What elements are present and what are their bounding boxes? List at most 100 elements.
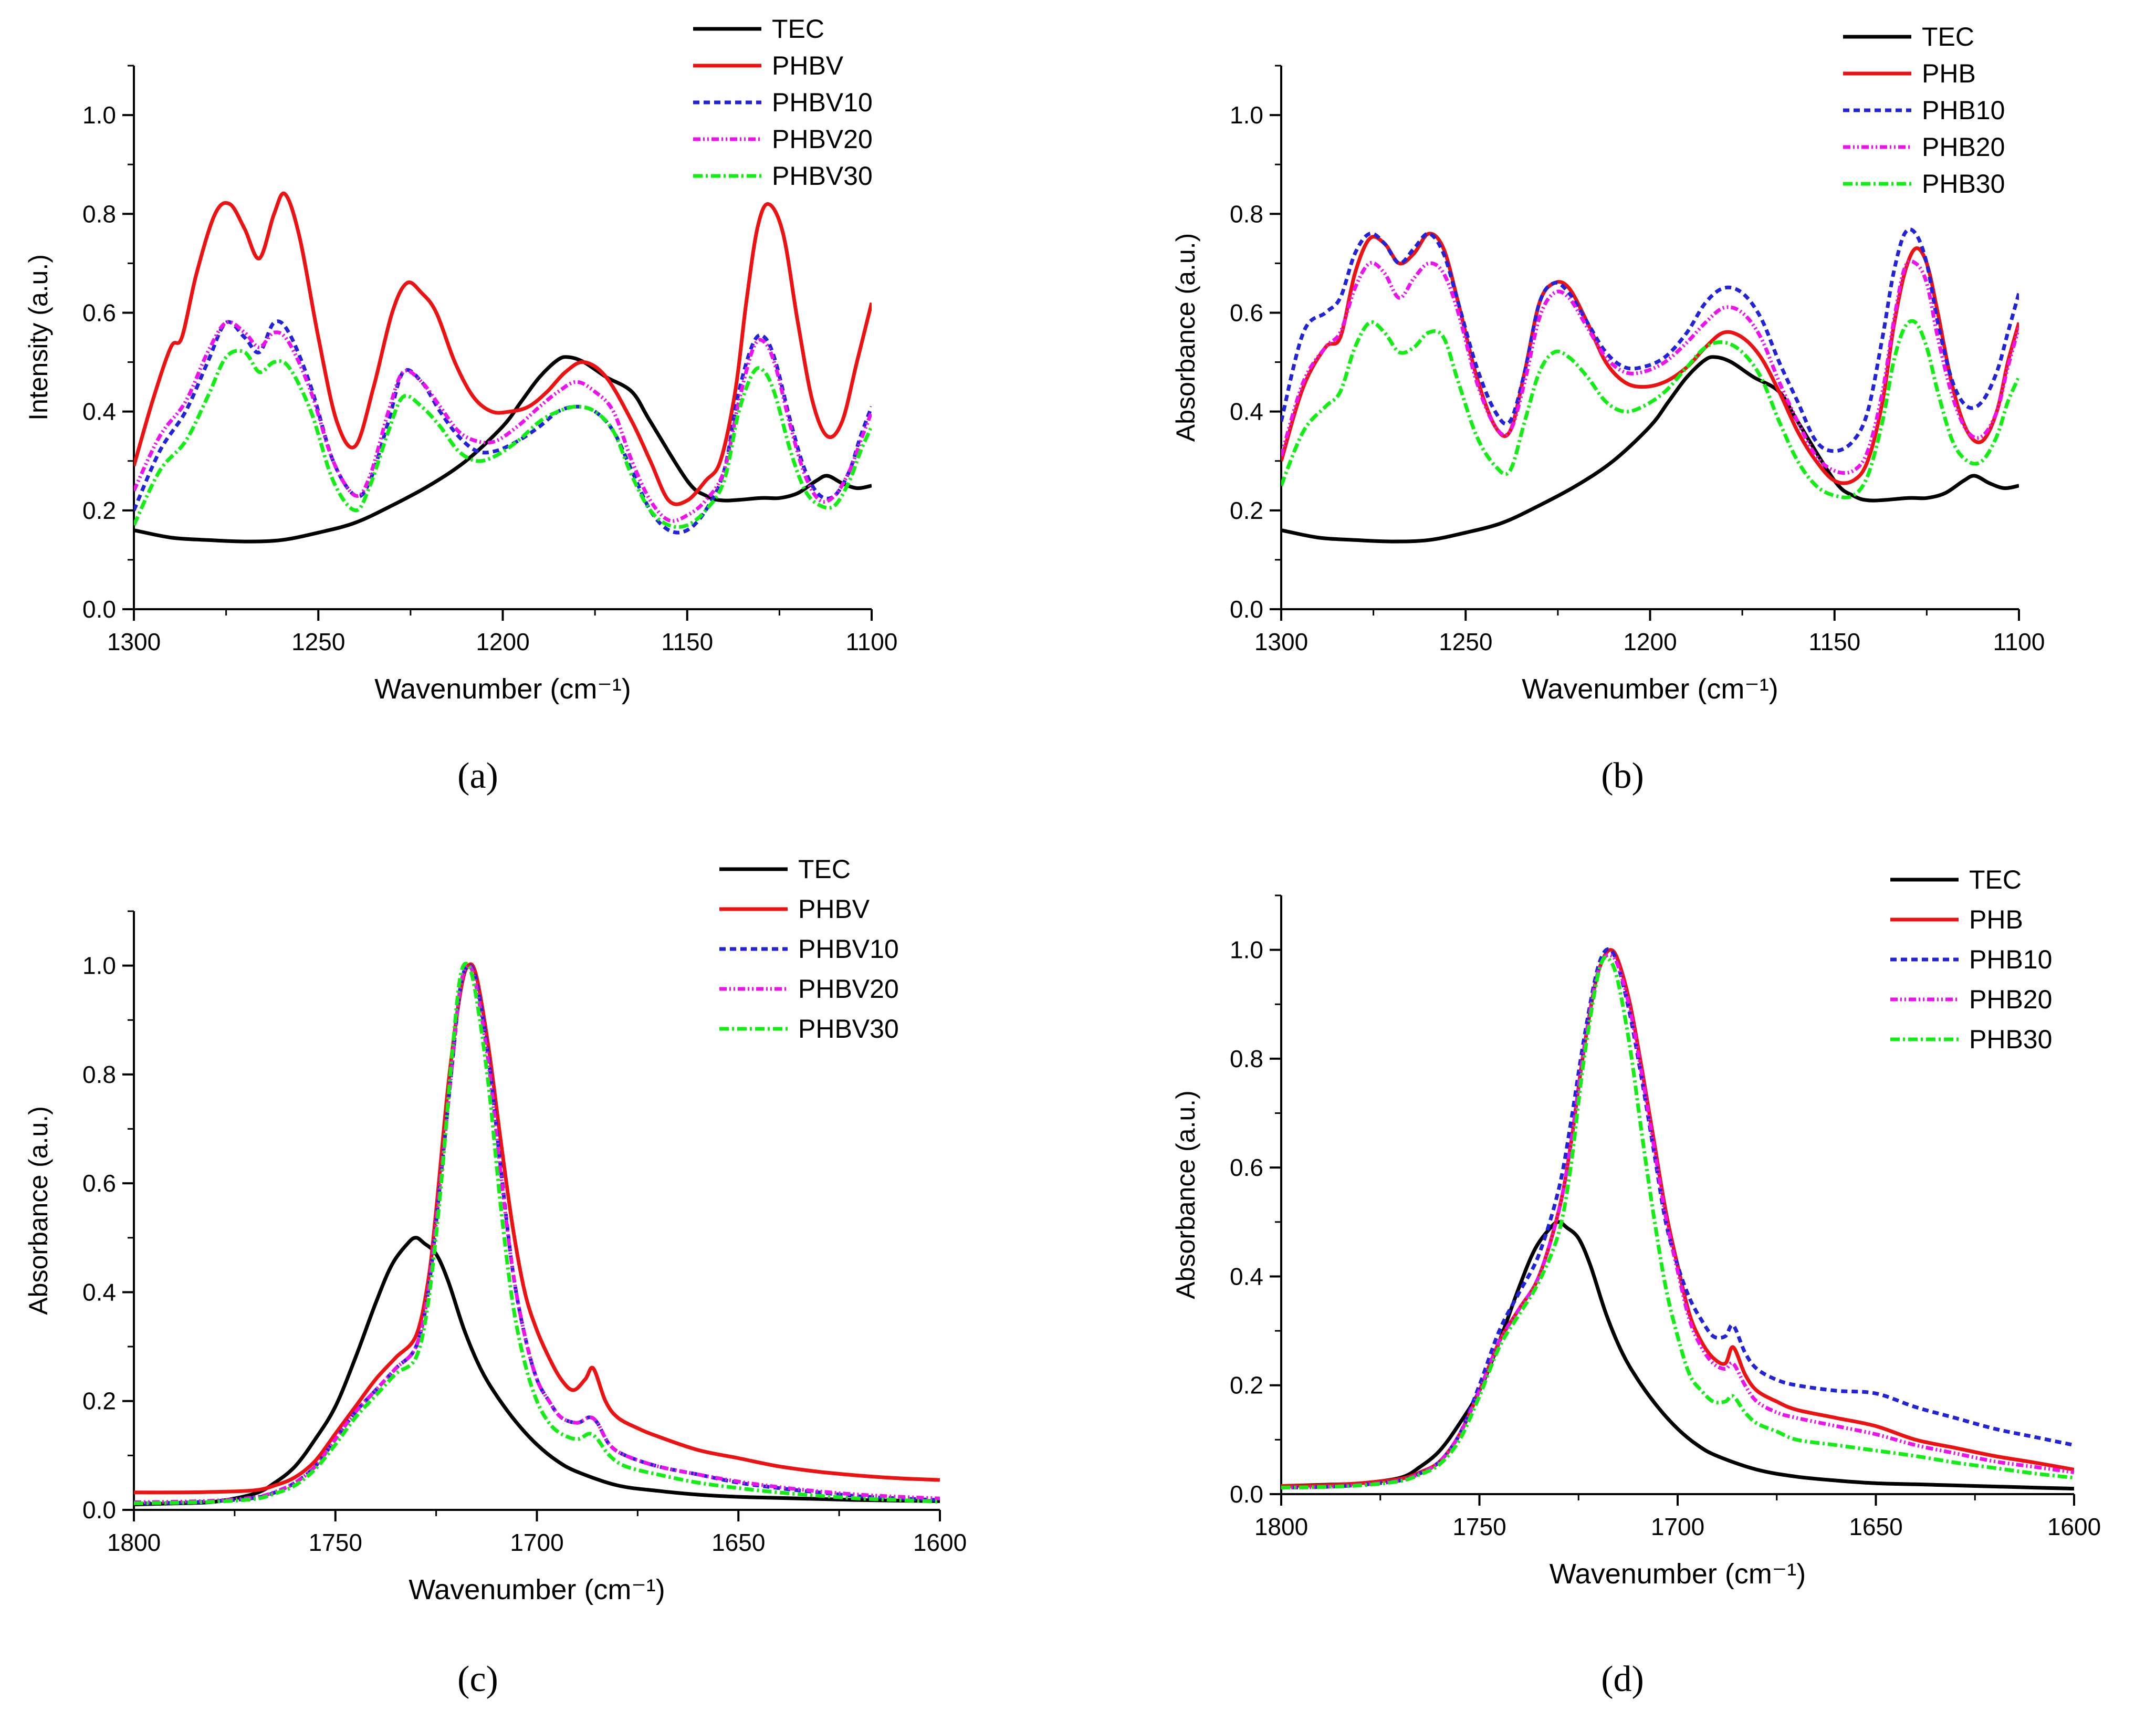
x-tick-label: 1700 bbox=[510, 1529, 563, 1556]
series-line-phbv bbox=[134, 962, 940, 1495]
chart-panel-a: 1300 1250 1200 1150 1100 0.0 0.2 0.4 0.6 0.8 1.0 Wa… bbox=[24, 14, 897, 796]
y-axis-label: Absorbance (a.u.) bbox=[24, 1106, 53, 1315]
series-line-phbv30 bbox=[134, 349, 872, 529]
y-tick-label: 1.0 bbox=[1230, 101, 1263, 129]
y-tick-label: 0.8 bbox=[1230, 200, 1263, 227]
y-tick-label: 1.0 bbox=[82, 101, 116, 129]
x-axis-label: Wavenumber (cm⁻¹) bbox=[1522, 673, 1778, 705]
series-group bbox=[134, 191, 872, 544]
legend-label-phbv20: PHBV20 bbox=[772, 124, 873, 154]
x-tick-label: 1600 bbox=[2047, 1513, 2101, 1540]
x-tick-label: 1600 bbox=[913, 1529, 967, 1556]
y-axis-label: Absorbance (a.u.) bbox=[1171, 233, 1200, 442]
x-tick-label: 1150 bbox=[1808, 628, 1860, 655]
x-tick-label: 1750 bbox=[309, 1529, 362, 1556]
series-line-phb10 bbox=[1281, 227, 2019, 453]
y-tick-label: 0.4 bbox=[1230, 398, 1263, 425]
series-line-tec bbox=[1281, 355, 2019, 544]
x-tick-label: 1200 bbox=[1623, 628, 1677, 655]
legend-label-phbv30: PHBV30 bbox=[772, 161, 873, 191]
x-tick-label: 1650 bbox=[1849, 1513, 1902, 1540]
y-tick-label: 0.0 bbox=[82, 596, 116, 623]
y-tick-label: 1.0 bbox=[82, 952, 116, 979]
y-tick-label: 0.6 bbox=[1230, 299, 1263, 326]
panel-label: (c) bbox=[457, 1659, 498, 1699]
legend-label-phb: PHB bbox=[1969, 905, 2023, 934]
series-line-phb20 bbox=[1281, 259, 2019, 475]
legend-label-phb10: PHB10 bbox=[1969, 945, 2052, 974]
y-tick-label: 0.2 bbox=[1230, 1372, 1263, 1399]
y-tick-label: 0.6 bbox=[1230, 1154, 1263, 1181]
legend-label-phbv20: PHBV20 bbox=[798, 974, 899, 1004]
series-line-phbv30 bbox=[134, 962, 940, 1506]
series-group bbox=[1281, 227, 2019, 544]
series-line-tec bbox=[134, 355, 872, 544]
legend-label-phb20: PHB20 bbox=[1969, 985, 2052, 1014]
legend: TEC PHBV PHBV10 PHBV20 PHBV30 bbox=[693, 14, 873, 191]
x-tick-label: 1100 bbox=[1993, 628, 2045, 655]
series-line-phb10 bbox=[1281, 947, 2074, 1490]
series-line-phb30 bbox=[1281, 319, 2019, 499]
series-line-phb30 bbox=[1281, 955, 2074, 1490]
series-line-phbv20 bbox=[134, 964, 940, 1504]
series-line-tec bbox=[134, 1236, 940, 1507]
y-tick-label: 0.8 bbox=[82, 200, 116, 227]
legend-label-phb30: PHB30 bbox=[1922, 169, 2005, 199]
y-tick-label: 0.2 bbox=[82, 1388, 116, 1415]
x-tick-label: 1800 bbox=[1254, 1513, 1308, 1540]
panel-label: (a) bbox=[457, 756, 498, 796]
legend-label-tec: TEC bbox=[798, 854, 851, 884]
x-tick-label: 1250 bbox=[1439, 628, 1492, 655]
legend: TEC PHB PHB10 PHB20 PHB30 bbox=[1890, 865, 2052, 1054]
y-tick-label: 0.8 bbox=[1230, 1045, 1263, 1072]
x-tick-label: 1100 bbox=[846, 628, 898, 655]
y-tick-label: 1.0 bbox=[1230, 936, 1263, 964]
x-axis-label: Wavenumber (cm⁻¹) bbox=[409, 1574, 665, 1605]
x-tick-label: 1250 bbox=[291, 628, 345, 655]
y-tick-label: 0.4 bbox=[82, 398, 116, 425]
y-tick-label: 0.0 bbox=[82, 1496, 116, 1524]
series-line-tec bbox=[1281, 1220, 2074, 1491]
panel-label: (d) bbox=[1601, 1659, 1644, 1699]
legend-label-phb30: PHB30 bbox=[1969, 1025, 2052, 1054]
legend-label-phb20: PHB20 bbox=[1922, 132, 2005, 162]
legend-label-phbv: PHBV bbox=[798, 894, 870, 924]
x-axis-label: Wavenumber (cm⁻¹) bbox=[1550, 1558, 1806, 1590]
legend: TEC PHBV PHBV10 PHBV20 PHBV30 bbox=[719, 854, 899, 1044]
chart-panel-d: 1800 1750 1700 1650 1600 0.0 0.2 0.4 0.6 0.8 1.0 Wa… bbox=[1171, 865, 2101, 1699]
y-tick-label: 0.4 bbox=[1230, 1263, 1263, 1290]
x-tick-label: 1300 bbox=[1254, 628, 1308, 655]
x-tick-label: 1150 bbox=[661, 628, 713, 655]
x-tick-label: 1200 bbox=[476, 628, 529, 655]
chart-panel-b: 1300 1250 1200 1150 1100 0.0 0.2 0.4 0.6 0.8 1.0 Wa… bbox=[1171, 22, 2045, 796]
legend-label-phbv30: PHBV30 bbox=[798, 1014, 899, 1044]
y-tick-label: 0.2 bbox=[1230, 497, 1263, 524]
series-group bbox=[1281, 947, 2074, 1491]
x-tick-label: 1800 bbox=[107, 1529, 161, 1556]
series-group bbox=[134, 962, 940, 1507]
x-tick-label: 1700 bbox=[1651, 1513, 1704, 1540]
y-tick-label: 0.2 bbox=[82, 497, 116, 524]
legend: TEC PHB PHB10 PHB20 PHB30 bbox=[1843, 22, 2005, 199]
y-tick-label: 0.6 bbox=[82, 1170, 116, 1197]
series-line-phb bbox=[1281, 232, 2019, 485]
series-line-phb20 bbox=[1281, 953, 2074, 1490]
x-axis-label: Wavenumber (cm⁻¹) bbox=[374, 673, 631, 705]
y-tick-label: 0.4 bbox=[82, 1278, 116, 1306]
legend-label-phbv10: PHBV10 bbox=[772, 88, 873, 117]
series-line-phbv bbox=[134, 191, 872, 506]
y-tick-label: 0.6 bbox=[82, 299, 116, 326]
legend-label-tec: TEC bbox=[1969, 865, 2022, 894]
x-tick-label: 1300 bbox=[107, 628, 161, 655]
y-tick-label: 0.8 bbox=[82, 1061, 116, 1088]
panel-label: (b) bbox=[1601, 756, 1644, 796]
y-axis-label: Absorbance (a.u.) bbox=[1171, 1090, 1200, 1299]
legend-label-phb10: PHB10 bbox=[1922, 96, 2005, 125]
y-tick-label: 0.0 bbox=[1230, 596, 1263, 623]
series-line-phb bbox=[1281, 948, 2074, 1488]
legend-label-tec: TEC bbox=[1922, 22, 1974, 51]
legend-label-phb: PHB bbox=[1922, 59, 1976, 88]
series-line-phbv10 bbox=[134, 963, 940, 1506]
series-line-phbv20 bbox=[134, 320, 872, 523]
